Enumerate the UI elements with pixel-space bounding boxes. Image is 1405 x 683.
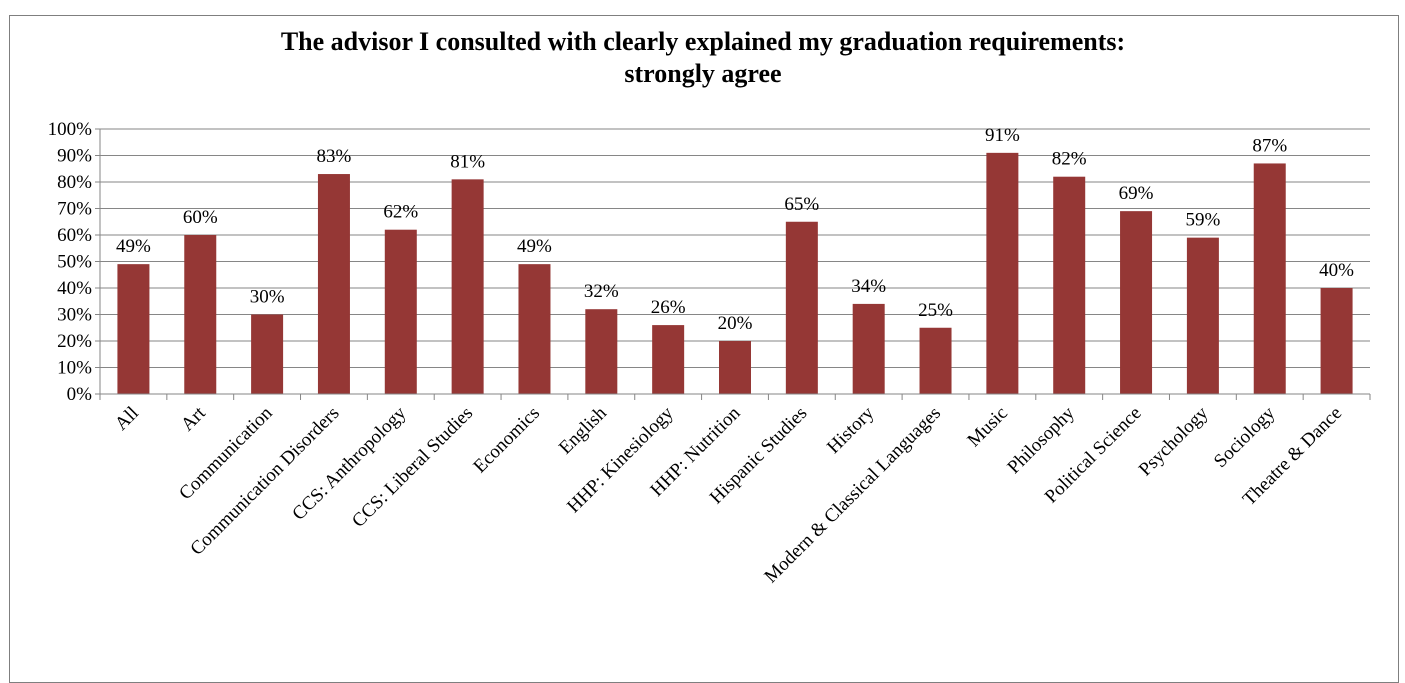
category-label: English — [555, 402, 611, 458]
y-axis-tick-label: 80% — [57, 172, 92, 193]
data-labels: 49% 60% 30% 83% 62% 81% 49% 32% 26% 20% 65% 34% 25% 9… — [116, 125, 1354, 334]
bar — [919, 327, 952, 394]
gridlines — [100, 128, 1370, 368]
category-label: Economics — [469, 403, 544, 478]
data-label: 91% — [985, 125, 1020, 146]
data-label: 87% — [1252, 135, 1287, 156]
y-axis-tick-label: 90% — [57, 146, 92, 167]
bar — [451, 179, 484, 394]
data-label: 30% — [250, 287, 285, 308]
y-axis-tick-label: 20% — [57, 331, 92, 352]
y-axis-tick-label: 60% — [57, 225, 92, 246]
data-label: 81% — [450, 151, 485, 172]
bar — [986, 152, 1019, 394]
category-label: Music — [963, 403, 1011, 451]
chart-title-line-2: strongly agree — [624, 59, 781, 88]
data-label: 49% — [116, 236, 151, 257]
bar — [518, 264, 551, 394]
data-label: 62% — [383, 202, 418, 223]
data-label: 40% — [1319, 260, 1354, 281]
category-label: CCS: Anthropology — [288, 402, 410, 524]
bar — [719, 341, 751, 394]
category-label: Psychology — [1135, 402, 1213, 480]
bar — [852, 303, 885, 394]
y-axis-tick-label: 100% — [48, 119, 93, 140]
data-label: 83% — [317, 146, 352, 167]
y-axis-tick-label: 50% — [57, 252, 92, 273]
bar — [1053, 176, 1086, 394]
bar — [1253, 163, 1286, 394]
data-label: 25% — [918, 300, 953, 321]
data-label: 49% — [517, 236, 552, 257]
data-label: 26% — [651, 297, 686, 318]
data-label: 34% — [851, 276, 886, 297]
y-axis-tick-labels: 0% 10% 20% 30% 40% 50% 60% 70% 80% 90% 100% — [48, 119, 93, 405]
data-label: 65% — [784, 194, 819, 215]
bar — [317, 174, 350, 394]
data-label: 69% — [1119, 183, 1154, 204]
data-label: 59% — [1185, 210, 1220, 231]
category-label: All — [111, 403, 143, 435]
bar — [184, 235, 217, 394]
data-label: 82% — [1052, 149, 1087, 170]
category-label: Art — [177, 402, 210, 435]
bar — [1186, 237, 1219, 394]
bar — [384, 229, 417, 394]
y-axis-tick-label: 10% — [57, 358, 92, 379]
y-axis-tick-label: 0% — [67, 384, 93, 405]
bar — [1320, 288, 1353, 394]
category-label: History — [823, 402, 879, 458]
y-axis-tick-label: 40% — [57, 278, 92, 299]
bar — [585, 309, 618, 394]
bar — [785, 221, 818, 394]
y-axis-tick-label: 70% — [57, 199, 92, 220]
chart-frame — [9, 15, 1399, 683]
data-label: 32% — [584, 281, 619, 302]
bar — [1120, 211, 1153, 394]
data-label: 20% — [718, 313, 753, 334]
data-label: 60% — [183, 207, 218, 228]
bar — [117, 264, 150, 394]
chart-title: The advisor I consulted with clearly exp… — [281, 27, 1125, 88]
chart-title-line-1: The advisor I consulted with clearly exp… — [281, 27, 1125, 56]
bars — [117, 152, 1353, 394]
axes — [95, 128, 1371, 400]
category-label: Sociology — [1210, 402, 1280, 472]
y-axis-tick-label: 30% — [57, 305, 92, 326]
bar — [251, 314, 284, 394]
bar — [652, 325, 685, 394]
category-label: CCS: Liberal Studies — [348, 403, 477, 532]
